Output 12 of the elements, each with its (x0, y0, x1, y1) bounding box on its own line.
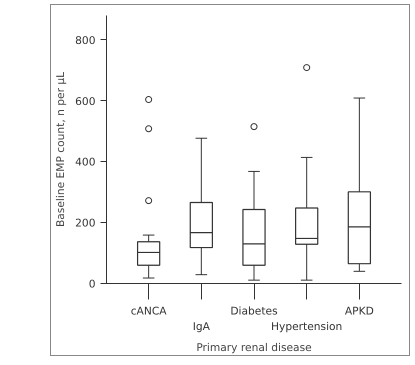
y-tick-label: 400 (75, 156, 96, 169)
y-axis-title: Baseline EMP count, n per µL (54, 72, 68, 228)
y-tick-label: 600 (75, 94, 96, 108)
x-tick-label: APKD (344, 304, 374, 318)
x-tick-label: IgA (192, 320, 211, 334)
x-tick-label: cANCA (130, 304, 168, 318)
x-axis-title: Primary renal disease (196, 341, 312, 354)
x-tick-label: Hypertension (271, 320, 342, 334)
y-tick-label: 200 (75, 216, 96, 230)
y-tick-label: 800 (75, 34, 96, 47)
x-tick-label: Diabetes (230, 304, 278, 318)
y-tick-label: 0 (88, 278, 96, 290)
